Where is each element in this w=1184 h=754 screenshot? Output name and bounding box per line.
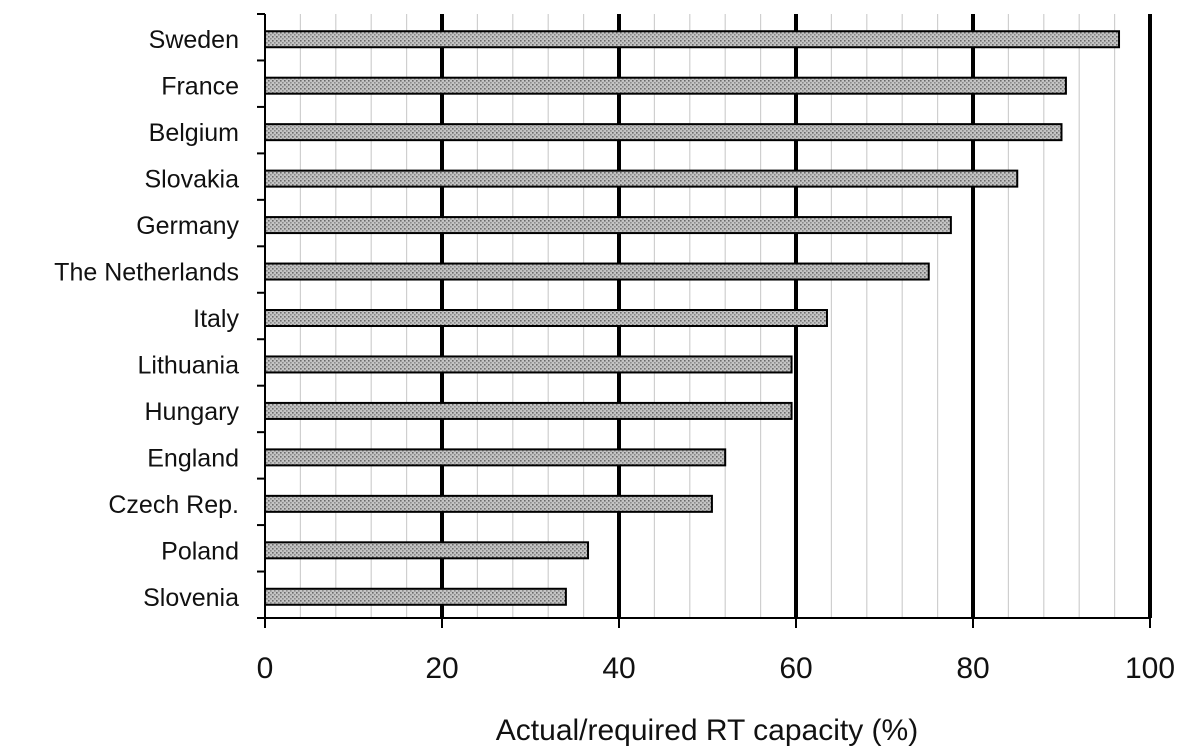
bar-england bbox=[264, 448, 727, 467]
category-label: Slovakia bbox=[145, 166, 240, 194]
bar-the-netherlands bbox=[264, 262, 930, 281]
category-label: Czech Rep. bbox=[108, 491, 239, 519]
x-axis-title: Actual/required RT capacity (%) bbox=[496, 714, 918, 747]
x-tick-label: 100 bbox=[1125, 652, 1175, 685]
bar-slovakia bbox=[264, 169, 1019, 188]
y-axis bbox=[257, 13, 266, 626]
bar-france bbox=[264, 76, 1067, 95]
bar-belgium bbox=[264, 123, 1063, 142]
category-labels: Sweden France Belgium Slovakia Germany The Ne… bbox=[54, 26, 239, 612]
bar-hungary bbox=[264, 401, 793, 420]
bar-germany bbox=[264, 216, 952, 235]
category-label: Italy bbox=[193, 305, 239, 333]
category-label: Hungary bbox=[145, 398, 240, 426]
category-label: Poland bbox=[161, 537, 239, 565]
category-label: Sweden bbox=[149, 26, 239, 54]
x-tick-label: 0 bbox=[257, 652, 274, 685]
bar-poland bbox=[264, 541, 590, 560]
category-label: Germany bbox=[136, 212, 239, 240]
category-label: France bbox=[161, 73, 239, 101]
bar-lithuania bbox=[264, 355, 793, 374]
x-tick-label: 20 bbox=[425, 652, 458, 685]
x-axis bbox=[264, 617, 1151, 628]
category-label: Slovenia bbox=[143, 584, 239, 612]
bars bbox=[264, 30, 1121, 606]
x-tick-label: 60 bbox=[779, 652, 812, 685]
x-tick-label: 80 bbox=[956, 652, 989, 685]
bar-sweden bbox=[264, 30, 1121, 49]
bar-italy bbox=[264, 309, 828, 327]
category-label: Belgium bbox=[149, 119, 239, 147]
minor-gridlines bbox=[299, 14, 1116, 618]
bar-czech-rep bbox=[264, 494, 713, 513]
category-label: Lithuania bbox=[138, 351, 240, 379]
category-label: The Netherlands bbox=[54, 259, 239, 287]
bar-slovenia bbox=[264, 587, 567, 606]
x-tick-labels: 0 20 40 60 80 100 bbox=[257, 652, 1175, 685]
category-label: England bbox=[147, 444, 239, 472]
x-tick-label: 40 bbox=[602, 652, 635, 685]
